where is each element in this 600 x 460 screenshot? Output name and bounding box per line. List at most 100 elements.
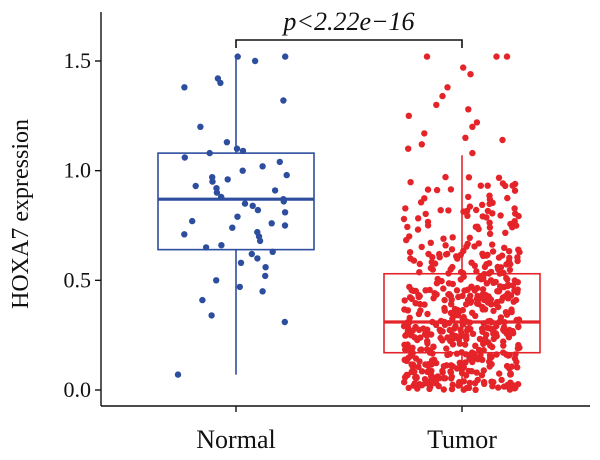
y-axis-ticks: 0.0 0.5 1.0 1.5 <box>64 48 101 402</box>
data-point <box>514 257 521 265</box>
data-point <box>429 254 436 261</box>
data-point <box>484 324 491 331</box>
data-point <box>489 326 496 334</box>
data-point <box>405 347 412 354</box>
data-point <box>502 229 509 236</box>
data-point <box>506 326 513 334</box>
data-point <box>432 380 440 387</box>
data-point <box>464 212 471 219</box>
data-point <box>484 207 492 215</box>
data-point <box>408 287 415 294</box>
data-point <box>495 174 503 181</box>
data-point <box>402 332 409 339</box>
data-point <box>405 112 412 120</box>
data-point <box>499 136 506 144</box>
data-point <box>415 215 422 222</box>
data-point <box>239 147 247 155</box>
data-point <box>458 349 465 356</box>
data-point <box>461 341 469 348</box>
data-point <box>422 210 429 218</box>
data-point <box>254 228 261 236</box>
data-point <box>514 364 521 371</box>
data-point <box>223 139 231 146</box>
data-point <box>239 167 246 174</box>
data-point <box>467 325 474 333</box>
data-point <box>477 274 484 281</box>
data-point <box>460 386 467 393</box>
significance-bracket <box>235 39 463 48</box>
data-point <box>457 276 464 283</box>
y-tick-label: 0.0 <box>64 377 92 402</box>
data-point <box>504 295 512 302</box>
data-point <box>470 350 477 357</box>
data-point <box>407 332 415 339</box>
data-point <box>416 269 423 276</box>
data-point <box>412 374 419 381</box>
data-point <box>479 328 486 335</box>
data-point <box>472 342 479 349</box>
data-point <box>437 334 444 342</box>
data-point <box>449 381 456 388</box>
data-point <box>444 250 451 258</box>
data-point <box>415 293 422 301</box>
data-point <box>474 376 481 384</box>
data-point <box>181 154 188 161</box>
data-point <box>249 202 256 209</box>
data-point <box>436 326 443 333</box>
data-point <box>421 301 428 308</box>
data-point <box>262 264 269 271</box>
data-point <box>229 224 236 231</box>
data-point <box>504 290 511 297</box>
data-point <box>493 332 500 340</box>
data-point <box>445 207 452 214</box>
data-point <box>511 187 519 194</box>
data-point <box>418 346 425 353</box>
data-point <box>511 355 519 362</box>
data-point <box>504 276 511 283</box>
data-point <box>192 182 199 190</box>
data-point <box>251 57 259 65</box>
data-point <box>475 346 483 354</box>
data-point <box>444 334 451 341</box>
data-point <box>488 319 495 326</box>
data-point <box>471 243 478 250</box>
data-point <box>472 223 479 231</box>
data-point <box>414 226 422 233</box>
data-point <box>423 53 431 60</box>
data-point <box>483 214 490 221</box>
data-point <box>416 260 423 268</box>
data-point <box>503 53 511 60</box>
data-point <box>276 158 283 166</box>
data-point <box>421 130 428 137</box>
data-point <box>504 282 511 290</box>
data-point <box>515 323 522 331</box>
data-point <box>401 379 408 386</box>
data-point <box>440 235 447 242</box>
data-point <box>427 264 435 272</box>
data-point <box>449 341 457 348</box>
data-point <box>407 255 414 262</box>
data-point <box>241 200 249 207</box>
data-point <box>401 297 408 304</box>
data-point <box>473 300 481 307</box>
data-point <box>424 340 431 347</box>
data-point <box>181 84 188 91</box>
data-point <box>431 260 439 267</box>
data-point <box>469 309 476 316</box>
data-point <box>481 306 489 313</box>
data-point <box>403 236 410 244</box>
data-point <box>496 283 504 290</box>
data-point <box>421 330 429 338</box>
data-point <box>400 215 408 223</box>
data-point <box>404 223 411 231</box>
data-point <box>259 288 266 295</box>
data-point <box>467 292 474 299</box>
data-point <box>199 296 206 304</box>
data-point <box>493 351 500 358</box>
data-point <box>208 312 215 319</box>
data-point <box>237 259 245 266</box>
data-point <box>405 354 412 361</box>
data-point <box>473 268 480 275</box>
data-point <box>486 363 493 370</box>
